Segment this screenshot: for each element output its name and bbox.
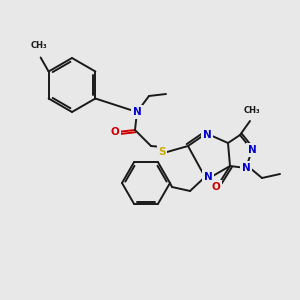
Text: N: N	[202, 130, 211, 140]
Text: N: N	[204, 172, 212, 182]
Text: N: N	[242, 163, 250, 173]
Text: O: O	[111, 127, 119, 137]
Text: N: N	[133, 107, 141, 117]
Text: N: N	[202, 130, 211, 140]
Text: S: S	[158, 147, 166, 157]
Text: S: S	[158, 147, 166, 157]
Text: CH₃: CH₃	[30, 41, 47, 50]
Text: O: O	[111, 127, 119, 137]
Text: N: N	[133, 107, 141, 117]
Text: N: N	[248, 145, 256, 155]
Text: N: N	[242, 163, 250, 173]
Text: N: N	[204, 172, 212, 182]
Text: O: O	[212, 182, 220, 192]
Text: N: N	[248, 145, 256, 155]
Text: O: O	[212, 182, 220, 192]
Text: CH₃: CH₃	[244, 106, 260, 115]
